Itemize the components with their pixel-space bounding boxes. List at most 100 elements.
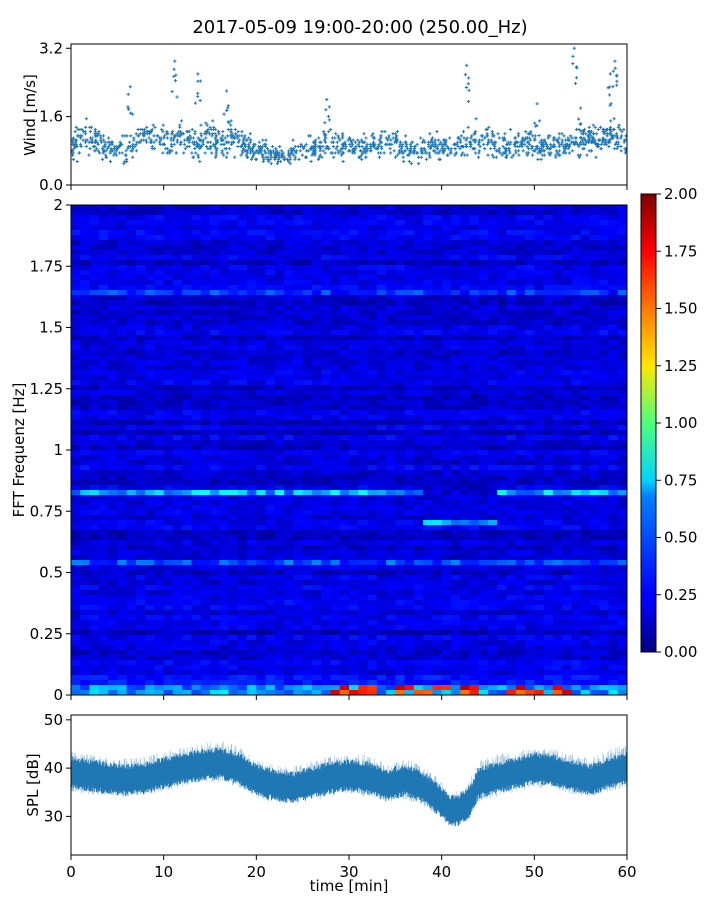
spectrogram-cell: [164, 285, 174, 291]
spectrogram-cell: [581, 275, 591, 281]
spectrogram-cell: [219, 365, 229, 371]
spectrogram-cell: [358, 475, 368, 481]
spectrogram-cell: [99, 420, 109, 426]
spectrogram-cell: [414, 235, 424, 241]
spectrogram-cell: [340, 425, 350, 431]
spectrogram-cell: [173, 475, 183, 481]
spectrogram-cell: [219, 380, 229, 386]
spectrogram-cell: [571, 240, 581, 246]
spectrogram-cell: [507, 445, 517, 451]
spectrogram-cell: [229, 340, 239, 346]
spectrogram-cell: [553, 490, 563, 496]
spectrogram-cell: [164, 405, 174, 411]
spectrogram-cell: [210, 285, 220, 291]
spectrogram-cell: [571, 205, 581, 211]
spectrogram-cell: [99, 360, 109, 366]
spectrogram-cell: [275, 265, 285, 271]
spectrogram-cell: [544, 245, 554, 251]
spectrogram-cell: [432, 220, 442, 226]
spectrogram-cell: [340, 360, 350, 366]
wind-point: [225, 156, 228, 159]
spectrogram-cell: [423, 225, 433, 231]
spectrogram-cell: [90, 465, 100, 471]
spectrogram-cell: [581, 485, 591, 491]
spectrogram-cell: [127, 285, 137, 291]
spectrogram-cell: [340, 460, 350, 466]
spectrogram-cell: [340, 320, 350, 326]
spectrogram-cell: [173, 400, 183, 406]
spectrogram-cell: [136, 245, 146, 251]
spectrogram-cell: [191, 360, 201, 366]
spectrogram-cell: [460, 440, 470, 446]
spectrogram-cell: [275, 435, 285, 441]
spectrogram-cell: [497, 290, 507, 296]
spectrogram-cell: [303, 335, 313, 341]
wind-point: [327, 130, 330, 133]
spectrogram-cell: [423, 345, 433, 351]
spectrogram-cell: [182, 405, 192, 411]
spectrogram-cell: [608, 395, 618, 401]
spectrogram-cell: [599, 300, 609, 306]
spectrogram-cell: [599, 290, 609, 296]
spectrogram-cell: [516, 475, 526, 481]
spectrogram-cell: [321, 230, 331, 236]
spectrogram-cell: [349, 330, 359, 336]
spectrogram-cell: [562, 480, 572, 486]
spectrogram-cell: [266, 335, 276, 341]
spectrogram-cell: [303, 260, 313, 266]
wind-point: [396, 153, 399, 156]
spectrogram-cell: [71, 295, 81, 301]
spectrogram-cell: [321, 350, 331, 356]
spectrogram-cell: [349, 305, 359, 311]
spectrogram-cell: [581, 305, 591, 311]
wind-point: [293, 158, 296, 161]
wind-point: [498, 147, 501, 150]
spectrogram-cell: [117, 480, 127, 486]
wind-point: [465, 64, 468, 67]
spectrogram-cell: [442, 215, 452, 221]
spectrogram-cell: [368, 490, 378, 496]
spectrogram-cell: [516, 415, 526, 421]
spectrogram-cell: [90, 285, 100, 291]
spectrogram-cell: [164, 475, 174, 481]
spectrogram-cell: [534, 415, 544, 421]
spectrogram-cell: [377, 310, 387, 316]
wind-point: [419, 136, 422, 139]
spectrogram-cell: [136, 440, 146, 446]
spectrogram-cell: [395, 300, 405, 306]
spectrogram-cell: [358, 390, 368, 396]
spectrogram-cell: [127, 455, 137, 461]
spectrogram-cell: [405, 440, 415, 446]
spectrogram-cell: [256, 300, 266, 306]
spectrogram-cell: [293, 275, 303, 281]
spectrogram-cell: [256, 290, 266, 296]
wind-point: [493, 147, 496, 150]
spectrogram-cell: [368, 325, 378, 331]
spectrogram-cell: [145, 350, 155, 356]
spectrogram-cell: [358, 340, 368, 346]
spectrogram-cell: [432, 410, 442, 416]
spectrogram-cell: [210, 365, 220, 371]
spectrogram-cell: [525, 355, 535, 361]
spectrogram-cell: [210, 215, 220, 221]
spectrogram-cell: [368, 460, 378, 466]
spectrogram-cell: [330, 300, 340, 306]
wind-point: [361, 145, 364, 148]
spectrogram-cell: [90, 325, 100, 331]
spectrogram-cell: [544, 485, 554, 491]
spectrogram-cell: [599, 420, 609, 426]
spectrogram-cell: [618, 400, 628, 406]
spectrogram-cell: [516, 385, 526, 391]
spectrogram-cell: [516, 420, 526, 426]
spectrogram-cell: [99, 400, 109, 406]
wind-point: [261, 139, 264, 142]
spectrogram-cell: [154, 425, 164, 431]
spectrogram-cell: [99, 270, 109, 276]
spectrogram-cell: [293, 345, 303, 351]
spectrogram-cell: [136, 290, 146, 296]
spectrogram-cell: [173, 435, 183, 441]
spectrogram-cell: [488, 425, 498, 431]
spectrogram-cell: [80, 435, 90, 441]
spectrogram-cell: [293, 450, 303, 456]
spectrogram-cell: [80, 340, 90, 346]
